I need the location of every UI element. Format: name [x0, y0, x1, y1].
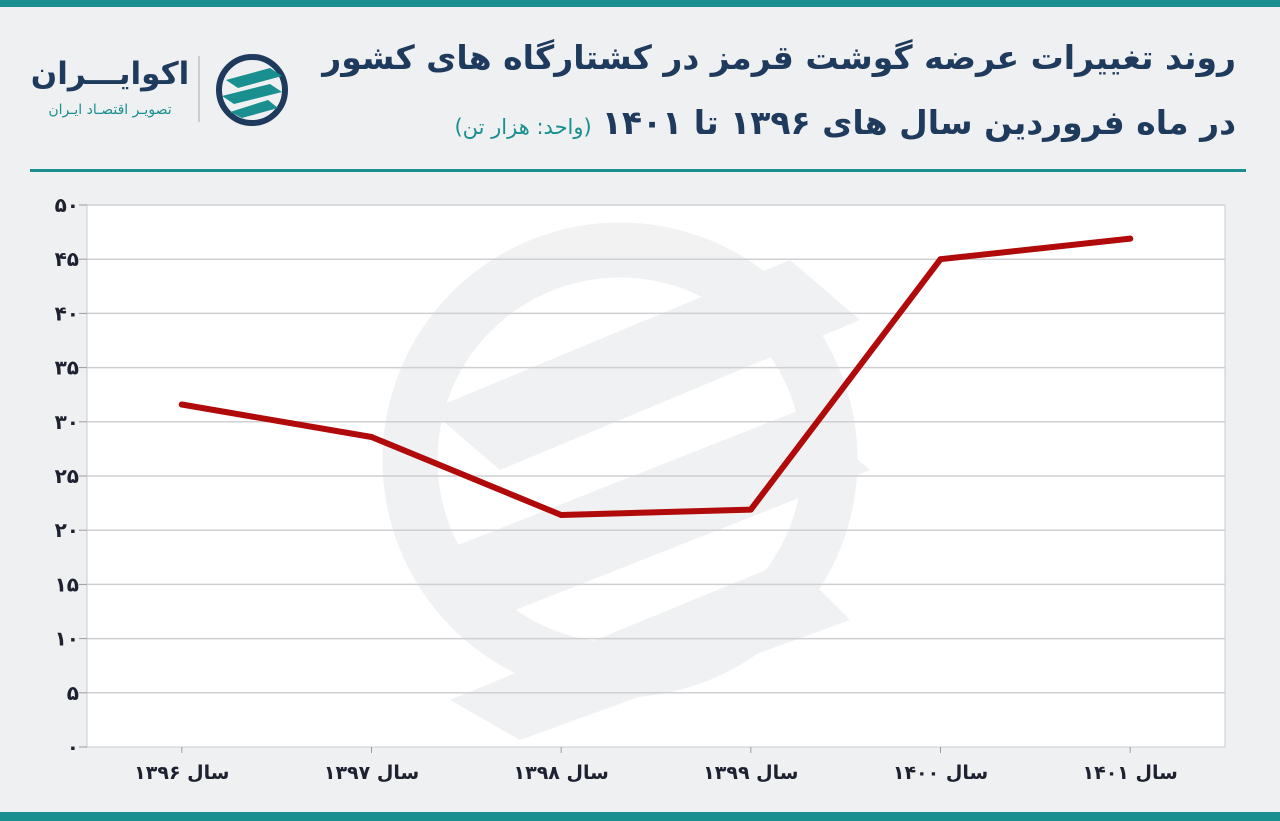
- top-accent-bar: [0, 0, 1280, 7]
- y-tick-label: ۱۰: [55, 627, 79, 651]
- brand-logo: اکوایـــران تصویـر اقتصـاد ایـران: [30, 50, 290, 130]
- watermark-logo: [382, 222, 870, 740]
- x-axis: سال ۱۳۹۶ سال ۱۳۹۷ سال ۱۳۹۸ سال ۱۳۹۹ سال ۱۴۰۰…: [134, 747, 1178, 784]
- data-point: [368, 433, 375, 440]
- data-point: [937, 256, 944, 263]
- y-tick-label: ۱۵: [55, 572, 79, 596]
- data-point: [1127, 235, 1134, 242]
- y-tick-label: ۳۰: [55, 410, 79, 434]
- data-point: [747, 506, 754, 513]
- data-point: [558, 512, 565, 519]
- logo-separator: [198, 56, 200, 122]
- x-tick-label: سال ۱۳۹۶: [134, 762, 229, 784]
- chart-title-line-1: روند تغییرات عرضه گوشت قرمز در کشتارگاه …: [322, 38, 1236, 77]
- y-tick-label: ۴۵: [55, 247, 79, 271]
- y-tick-label: ۵: [67, 681, 79, 705]
- x-tick-label: سال ۱۳۹۷: [324, 762, 419, 784]
- ecoiran-logo-icon: [216, 54, 288, 126]
- y-tick-label: ۳۵: [55, 356, 79, 380]
- x-tick-label: سال ۱۴۰۱: [1083, 762, 1178, 784]
- y-tick-label: ۲۵: [55, 464, 79, 488]
- bottom-accent-bar: [0, 812, 1280, 821]
- logo-name: اکوایـــران: [30, 56, 190, 92]
- y-tick-label: ۴۰: [55, 301, 79, 325]
- y-tick-label: ۰: [67, 735, 79, 759]
- y-tick-label: ۵۰: [55, 193, 79, 217]
- y-axis: ۰ ۵ ۱۰ ۱۵ ۲۰ ۲۵ ۳۰ ۳۵ ۴۰ ۴۵ ۵۰: [55, 193, 87, 759]
- x-tick-label: سال ۱۳۹۸: [514, 762, 609, 784]
- chart-title-line-2-text: در ماه فروردین سال های ۱۳۹۶ تا ۱۴۰۱: [601, 103, 1236, 142]
- series-line: [178, 235, 1134, 518]
- grid-lines: [87, 204, 1225, 694]
- x-tick-label: سال ۱۴۰۰: [893, 762, 988, 784]
- data-point: [178, 401, 185, 408]
- chart-title-line-2: در ماه فروردین سال های ۱۳۹۶ تا ۱۴۰۱ (واحد…: [454, 103, 1236, 142]
- data-points: [178, 235, 1134, 519]
- unit-note: (واحد: هزار تن): [454, 115, 592, 139]
- y-tick-label: ۲۰: [55, 518, 79, 542]
- x-tick-label: سال ۱۳۹۹: [703, 762, 798, 784]
- header-divider: [30, 169, 1246, 172]
- logo-tagline: تصویـر اقتصـاد ایـران: [48, 102, 172, 118]
